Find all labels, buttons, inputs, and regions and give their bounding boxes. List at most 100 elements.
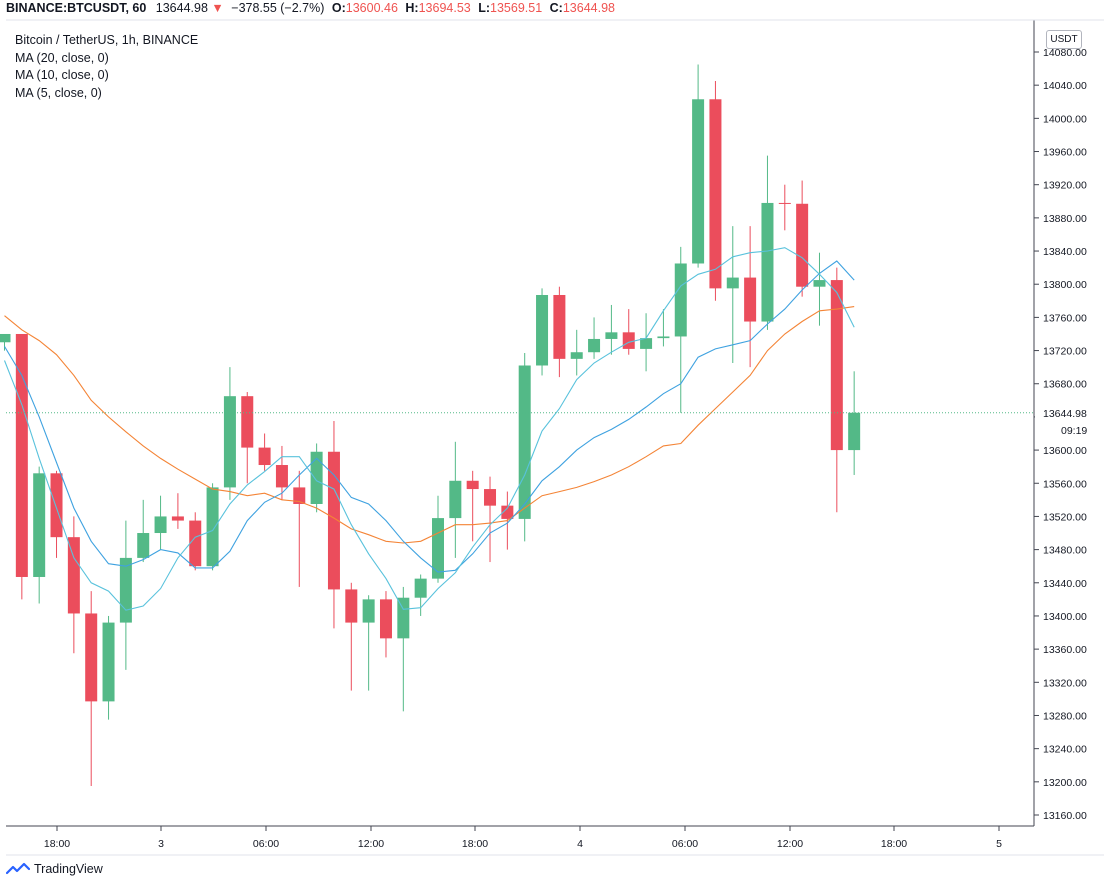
candle-body: [345, 589, 358, 623]
price-change: −378.55 (−2.7%): [231, 1, 325, 15]
candle-body: [674, 263, 687, 337]
candle-body: [466, 480, 479, 490]
price-tick-label: 13280.00: [1043, 710, 1087, 722]
candle-body: [657, 336, 670, 339]
candle-body: [709, 99, 722, 289]
bar-countdown: 09:19: [1061, 425, 1087, 437]
candle-body: [258, 447, 271, 466]
low-value: 13569.51: [490, 1, 543, 15]
open-label: O:: [331, 1, 346, 15]
down-arrow-icon: ▼: [211, 1, 224, 15]
candle-body: [379, 599, 392, 639]
close-value: 13644.98: [562, 1, 615, 15]
price-tick-label: 13680.00: [1043, 379, 1087, 391]
legend-title[interactable]: Bitcoin / TetherUS, 1h, BINANCE: [15, 33, 199, 47]
close-label: C:: [549, 1, 563, 15]
high-label: H:: [405, 1, 419, 15]
price-tick-label: 13560.00: [1043, 478, 1087, 490]
moving-averages-layer: [3, 247, 855, 611]
candle-body: [397, 597, 410, 639]
ma20-line: [4, 306, 855, 544]
candle-body: [605, 332, 618, 339]
chart-legend: Bitcoin / TetherUS, 1h, BINANCE MA (20, …: [15, 32, 198, 102]
candle-body: [33, 473, 46, 577]
high-value: 13694.53: [418, 1, 471, 15]
candle-body: [67, 537, 80, 614]
candle-body: [154, 516, 167, 534]
candle-body: [553, 294, 566, 359]
legend-ma5[interactable]: MA (5, close, 0): [15, 85, 102, 100]
candle-body: [761, 202, 774, 322]
candle-body: [119, 557, 132, 623]
candle-body: [102, 622, 115, 702]
price-tick-label: 14000.00: [1043, 113, 1087, 125]
candle-body: [137, 533, 150, 558]
candle-body: [536, 294, 549, 366]
candle-body: [848, 412, 861, 451]
candle-body: [206, 487, 219, 567]
candle-body: [640, 338, 653, 349]
candle-body: [778, 202, 791, 204]
currency-button[interactable]: USDT: [1046, 30, 1082, 49]
candle-body: [622, 332, 635, 349]
time-tick-label: 06:00: [672, 838, 698, 850]
price-tick-label: 13840.00: [1043, 246, 1087, 258]
legend-ma10[interactable]: MA (10, close, 0): [15, 68, 109, 82]
price-tick-label: 13480.00: [1043, 545, 1087, 557]
price-tick-label: 13880.00: [1043, 213, 1087, 225]
time-tick-label: 12:00: [358, 838, 384, 850]
candles-layer: [0, 64, 861, 786]
low-label: L:: [478, 1, 491, 15]
candle-body: [796, 203, 809, 287]
candle-body: [570, 352, 583, 359]
time-axis[interactable]: 18:00 3 06:00 12:00 18:00 4 06:00 12:00 18:00 5: [44, 826, 1002, 850]
candle-body: [449, 480, 462, 519]
candle-body: [726, 277, 739, 289]
candle-body: [744, 277, 757, 322]
price-tick-label: 13520.00: [1043, 511, 1087, 523]
candle-body: [414, 578, 427, 598]
candle-body: [432, 518, 444, 579]
price-tick-label: 13960.00: [1043, 147, 1087, 159]
price-tick-label: 13360.00: [1043, 644, 1087, 656]
price-tick-label: 14080.00: [1043, 47, 1087, 59]
last-price-tag: 13644.98 09:19: [6, 404, 1104, 439]
tradingview-logo-icon: [6, 862, 30, 875]
candle-body: [171, 516, 184, 521]
legend-ma20[interactable]: MA (20, close, 0): [15, 50, 109, 65]
ma10-line: [4, 260, 855, 573]
time-tick-label: 4: [577, 838, 583, 850]
price-tick-label: 13600.00: [1043, 445, 1087, 457]
candle-body: [189, 520, 202, 567]
candle-body: [484, 489, 497, 506]
time-tick-label: 18:00: [881, 838, 907, 850]
time-tick-label: 5: [996, 838, 1002, 850]
time-tick-label: 18:00: [44, 838, 70, 850]
price-tick-label: 13440.00: [1043, 578, 1087, 590]
price-tick-label: 13720.00: [1043, 346, 1087, 358]
price-tick-label: 13240.00: [1043, 744, 1087, 756]
price-tick-label: 13400.00: [1043, 611, 1087, 623]
candle-body: [518, 365, 531, 519]
time-tick-label: 12:00: [777, 838, 803, 850]
last-price: 13644.98: [155, 1, 208, 15]
candle-body: [293, 487, 306, 504]
time-tick-label: 06:00: [253, 838, 279, 850]
candle-body: [362, 599, 375, 623]
candle-body: [223, 396, 236, 488]
price-tick-label: 13760.00: [1043, 312, 1087, 324]
symbol-title[interactable]: BINANCE:BTCUSDT, 60: [6, 1, 147, 15]
price-axis[interactable]: 13160.00 13200.00 13240.00 13280.00 13320.00…: [1034, 47, 1087, 822]
price-tick-label: 13160.00: [1043, 810, 1087, 822]
candle-body: [275, 465, 288, 488]
tradingview-branding[interactable]: TradingView: [6, 862, 103, 876]
price-tick-label: 13200.00: [1043, 777, 1087, 789]
tradingview-brand-text: TradingView: [34, 862, 103, 876]
candle-body: [310, 451, 323, 504]
last-price-value: 13644.98: [1043, 408, 1087, 420]
candle-body: [813, 280, 826, 287]
price-tick-label: 13320.00: [1043, 677, 1087, 689]
candle-body: [830, 280, 843, 451]
candle-body: [501, 505, 514, 519]
